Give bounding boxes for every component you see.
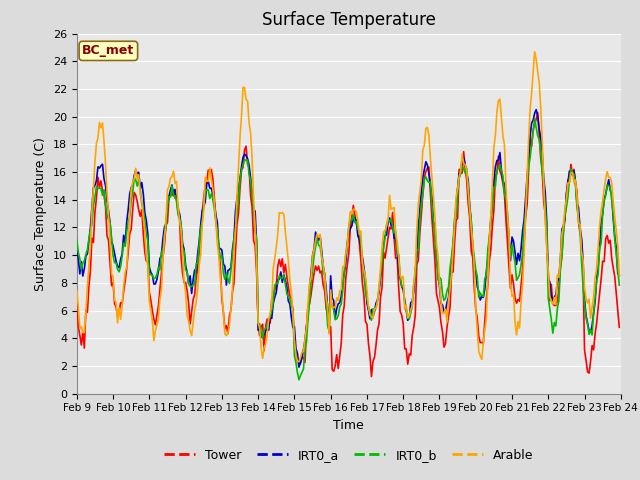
X-axis label: Time: Time [333,419,364,432]
Tower [235,211,243,216]
Tower [310,271,318,276]
IRT0_a [73,248,81,253]
Line: IRT0_a: IRT0_a [77,109,620,367]
Text: BC_met: BC_met [82,44,134,58]
Line: Arable: Arable [77,52,620,362]
IRT0_b [616,282,623,288]
Arable [73,288,81,293]
Legend: Tower, IRT0_a, IRT0_b, Arable: Tower, IRT0_a, IRT0_b, Arable [159,444,538,467]
IRT0_a [312,229,319,235]
IRT0_b [531,116,538,121]
Arable [588,304,596,310]
IRT0_b [295,377,303,383]
Tower [253,270,260,276]
Arable [531,49,538,55]
IRT0_b [312,244,319,250]
IRT0_a [616,273,623,278]
Arable [253,260,260,265]
Line: Tower: Tower [77,112,620,376]
Tower [534,109,541,115]
IRT0_a [140,191,147,197]
IRT0_a [262,328,269,334]
IRT0_a [295,364,303,370]
Arable [616,272,623,278]
Tower [73,293,81,299]
IRT0_a [532,107,540,112]
IRT0_b [73,237,81,242]
IRT0_a [253,240,260,246]
Tower [367,373,375,379]
Arable [140,215,147,220]
Tower [588,343,596,348]
IRT0_a [235,185,243,191]
IRT0_a [588,323,596,328]
Y-axis label: Surface Temperature (C): Surface Temperature (C) [35,137,47,290]
Arable [235,165,243,171]
Line: IRT0_b: IRT0_b [77,119,620,380]
Tower [616,324,623,330]
Tower [140,231,147,237]
Arable [262,341,269,347]
IRT0_b [588,332,596,338]
Title: Surface Temperature: Surface Temperature [262,11,436,29]
IRT0_b [262,325,269,331]
Arable [295,359,303,365]
IRT0_b [253,236,260,241]
Arable [312,238,319,243]
IRT0_b [140,206,147,212]
Tower [262,324,269,330]
IRT0_b [235,197,243,203]
